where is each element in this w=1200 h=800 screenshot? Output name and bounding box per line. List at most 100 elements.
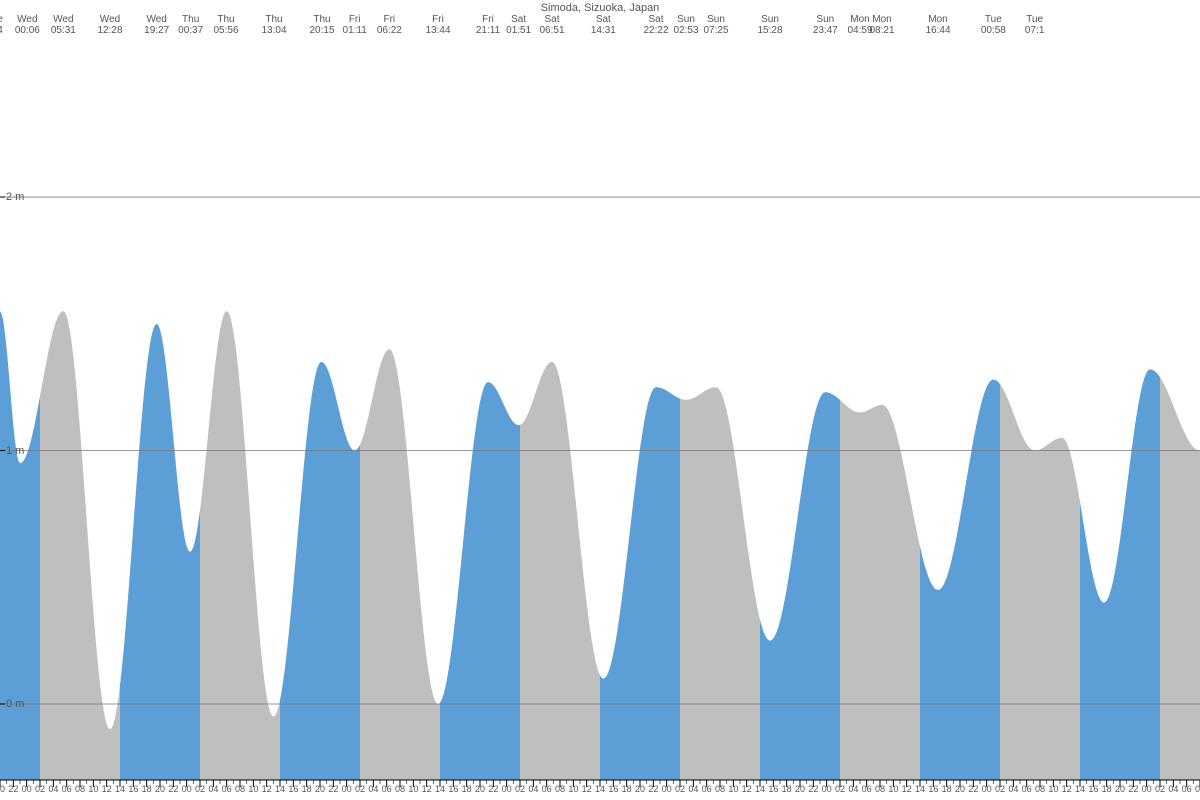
x-hour-label: 02 bbox=[515, 784, 525, 794]
x-hour-label: 08 bbox=[715, 784, 725, 794]
x-hour-label: 22 bbox=[488, 784, 498, 794]
x-hour-label: 22 bbox=[968, 784, 978, 794]
tide-time-label: Wed12:28 bbox=[97, 14, 122, 36]
x-hour-label: 12 bbox=[422, 784, 432, 794]
x-hour-label: 22 bbox=[328, 784, 338, 794]
x-hour-label: 20 bbox=[1115, 784, 1125, 794]
x-hour-label: 08 bbox=[235, 784, 245, 794]
x-hour-label: 18 bbox=[142, 784, 152, 794]
x-hour-label: 08 bbox=[395, 784, 405, 794]
tide-time-label: Sat01:51 bbox=[506, 14, 531, 36]
x-hour-label: 10 bbox=[728, 784, 738, 794]
x-hour-label: 20 bbox=[0, 784, 5, 794]
x-hour-label: 00 bbox=[342, 784, 352, 794]
x-hour-label: 08 bbox=[1035, 784, 1045, 794]
x-hour-label: 00 bbox=[822, 784, 832, 794]
tide-time-label: Sat14:31 bbox=[591, 14, 616, 36]
tide-band bbox=[280, 362, 360, 780]
x-hour-label: 14 bbox=[915, 784, 925, 794]
x-hour-label: 08 bbox=[555, 784, 565, 794]
x-hour-label: 18 bbox=[622, 784, 632, 794]
x-hour-label: 22 bbox=[808, 784, 818, 794]
tide-band bbox=[200, 311, 280, 780]
x-hour-label: 12 bbox=[742, 784, 752, 794]
x-hour-label: 00 bbox=[662, 784, 672, 794]
x-hour-label: 06 bbox=[862, 784, 872, 794]
x-hour-label: 00 bbox=[982, 784, 992, 794]
x-hour-label: 14 bbox=[755, 784, 765, 794]
tide-band bbox=[1000, 384, 1080, 780]
tide-band bbox=[520, 362, 600, 780]
x-hour-label: 20 bbox=[475, 784, 485, 794]
x-hour-label: 04 bbox=[848, 784, 858, 794]
chart-title: Simoda, Sizuoka, Japan bbox=[0, 0, 1200, 14]
x-hour-label: 04 bbox=[1168, 784, 1178, 794]
x-hour-label: 04 bbox=[1008, 784, 1018, 794]
x-hour-label: 12 bbox=[1062, 784, 1072, 794]
x-hour-label: 02 bbox=[355, 784, 365, 794]
tide-band bbox=[600, 387, 680, 780]
tide-time-label: Thu00:37 bbox=[178, 14, 203, 36]
x-hour-label: 12 bbox=[582, 784, 592, 794]
x-hour-label: 18 bbox=[462, 784, 472, 794]
tide-time-label: Wed00:06 bbox=[15, 14, 40, 36]
tide-time-label: Mon08:21 bbox=[869, 14, 894, 36]
x-hour-label: 06 bbox=[382, 784, 392, 794]
x-hour-label: 12 bbox=[902, 784, 912, 794]
x-hour-label: 00 bbox=[502, 784, 512, 794]
x-hour-label: 08 bbox=[875, 784, 885, 794]
tide-time-label: Wed05:31 bbox=[51, 14, 76, 36]
y-axis-label: 2 m bbox=[6, 191, 24, 203]
x-hour-label: 02 bbox=[995, 784, 1005, 794]
x-hour-label: 10 bbox=[568, 784, 578, 794]
tide-time-label: Thu05:56 bbox=[213, 14, 238, 36]
tide-band bbox=[360, 349, 440, 780]
x-hour-label: 14 bbox=[275, 784, 285, 794]
tide-band bbox=[920, 380, 1000, 780]
tide-time-label: Tue07:1 bbox=[1025, 14, 1044, 36]
tide-time-label: Sun02:53 bbox=[673, 14, 698, 36]
x-hour-label: 20 bbox=[635, 784, 645, 794]
top-labels-row: e4Wed00:06Wed05:31Wed12:28Wed19:27Thu00:… bbox=[0, 14, 1200, 44]
x-hour-label: 20 bbox=[955, 784, 965, 794]
x-hour-label: 16 bbox=[1088, 784, 1098, 794]
tide-time-label: Sat22:22 bbox=[643, 14, 668, 36]
tide-band bbox=[120, 324, 200, 780]
tide-time-label: Thu13:04 bbox=[261, 14, 286, 36]
tide-time-label: Fri13:44 bbox=[425, 14, 450, 36]
x-hour-label: 10 bbox=[888, 784, 898, 794]
x-hour-label: 22 bbox=[8, 784, 18, 794]
x-hour-label: 20 bbox=[315, 784, 325, 794]
x-hour-label: 04 bbox=[688, 784, 698, 794]
x-hour-label: 22 bbox=[648, 784, 658, 794]
x-hour-label: 00 bbox=[22, 784, 32, 794]
x-hour-label: 10 bbox=[248, 784, 258, 794]
x-hour-label: 06 bbox=[222, 784, 232, 794]
x-hour-label: 02 bbox=[1155, 784, 1165, 794]
x-hour-label: 00 bbox=[1142, 784, 1152, 794]
y-axis-label: 1 m bbox=[6, 445, 24, 457]
y-axis-label: 0 m bbox=[6, 698, 24, 710]
x-hour-label: 02 bbox=[35, 784, 45, 794]
x-hour-label: 10 bbox=[408, 784, 418, 794]
x-hour-label: 06 bbox=[542, 784, 552, 794]
x-hour-label: 00 bbox=[182, 784, 192, 794]
x-hour-label: 04 bbox=[208, 784, 218, 794]
x-hour-label: 18 bbox=[1102, 784, 1112, 794]
x-hour-label: 22 bbox=[1128, 784, 1138, 794]
x-hour-label: 02 bbox=[835, 784, 845, 794]
x-hour-label: 20 bbox=[155, 784, 165, 794]
x-hour-label: 06 bbox=[702, 784, 712, 794]
tide-band bbox=[440, 382, 520, 780]
x-hour-label: 16 bbox=[768, 784, 778, 794]
x-hour-label: 16 bbox=[608, 784, 618, 794]
x-axis-hours: 2022000204060810121416182022000204060810… bbox=[0, 780, 1200, 800]
tide-band bbox=[1080, 369, 1160, 780]
x-hour-label: 18 bbox=[302, 784, 312, 794]
tide-time-label: Mon16:44 bbox=[925, 14, 950, 36]
x-hour-label: 02 bbox=[675, 784, 685, 794]
x-hour-label: 14 bbox=[595, 784, 605, 794]
x-hour-label: 10 bbox=[1048, 784, 1058, 794]
x-hour-label: 18 bbox=[942, 784, 952, 794]
tide-time-label: Wed19:27 bbox=[144, 14, 169, 36]
